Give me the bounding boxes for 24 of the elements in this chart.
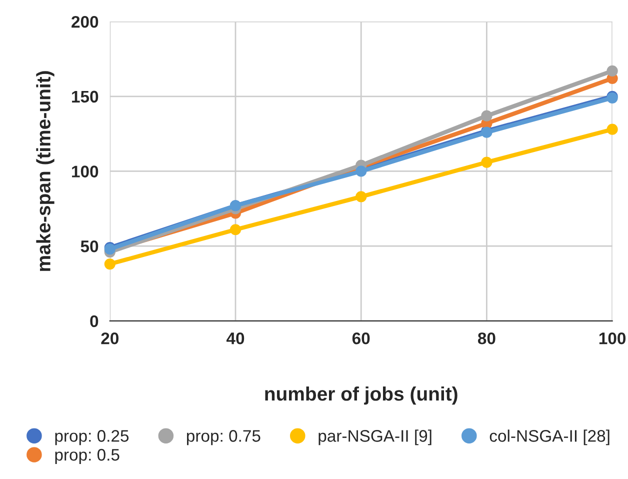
y-tick-label: 0 [90,315,98,328]
x-tick-label: 100 [599,332,626,344]
x-tick-label: 80 [478,332,496,344]
y-tick-label: 100 [72,166,98,178]
point [356,191,367,202]
point [481,156,492,168]
legend-label: prop: 0.25 [55,430,129,446]
x-tick-label: 40 [226,332,244,344]
legend-label: prop: 0.75 [186,430,260,446]
legend-label: col-NSGA-II [28] [490,430,610,446]
y-axis-title: make-span (time-unit) [36,71,54,271]
point [606,124,618,135]
x-tick-label: 20 [101,332,118,344]
point [481,110,492,122]
x-tick-label: 60 [352,332,370,344]
point [606,65,618,77]
x-axis-title: number of jobs (unit) [265,386,458,405]
legend-label: par-NSGA-II [9] [318,430,432,446]
y-tick-label: 150 [72,90,98,103]
point [230,224,242,236]
y-tick-label: 200 [72,16,98,28]
y-tick-label: 50 [80,240,98,252]
point [104,258,116,270]
legend-label: prop: 0.5 [55,448,120,464]
